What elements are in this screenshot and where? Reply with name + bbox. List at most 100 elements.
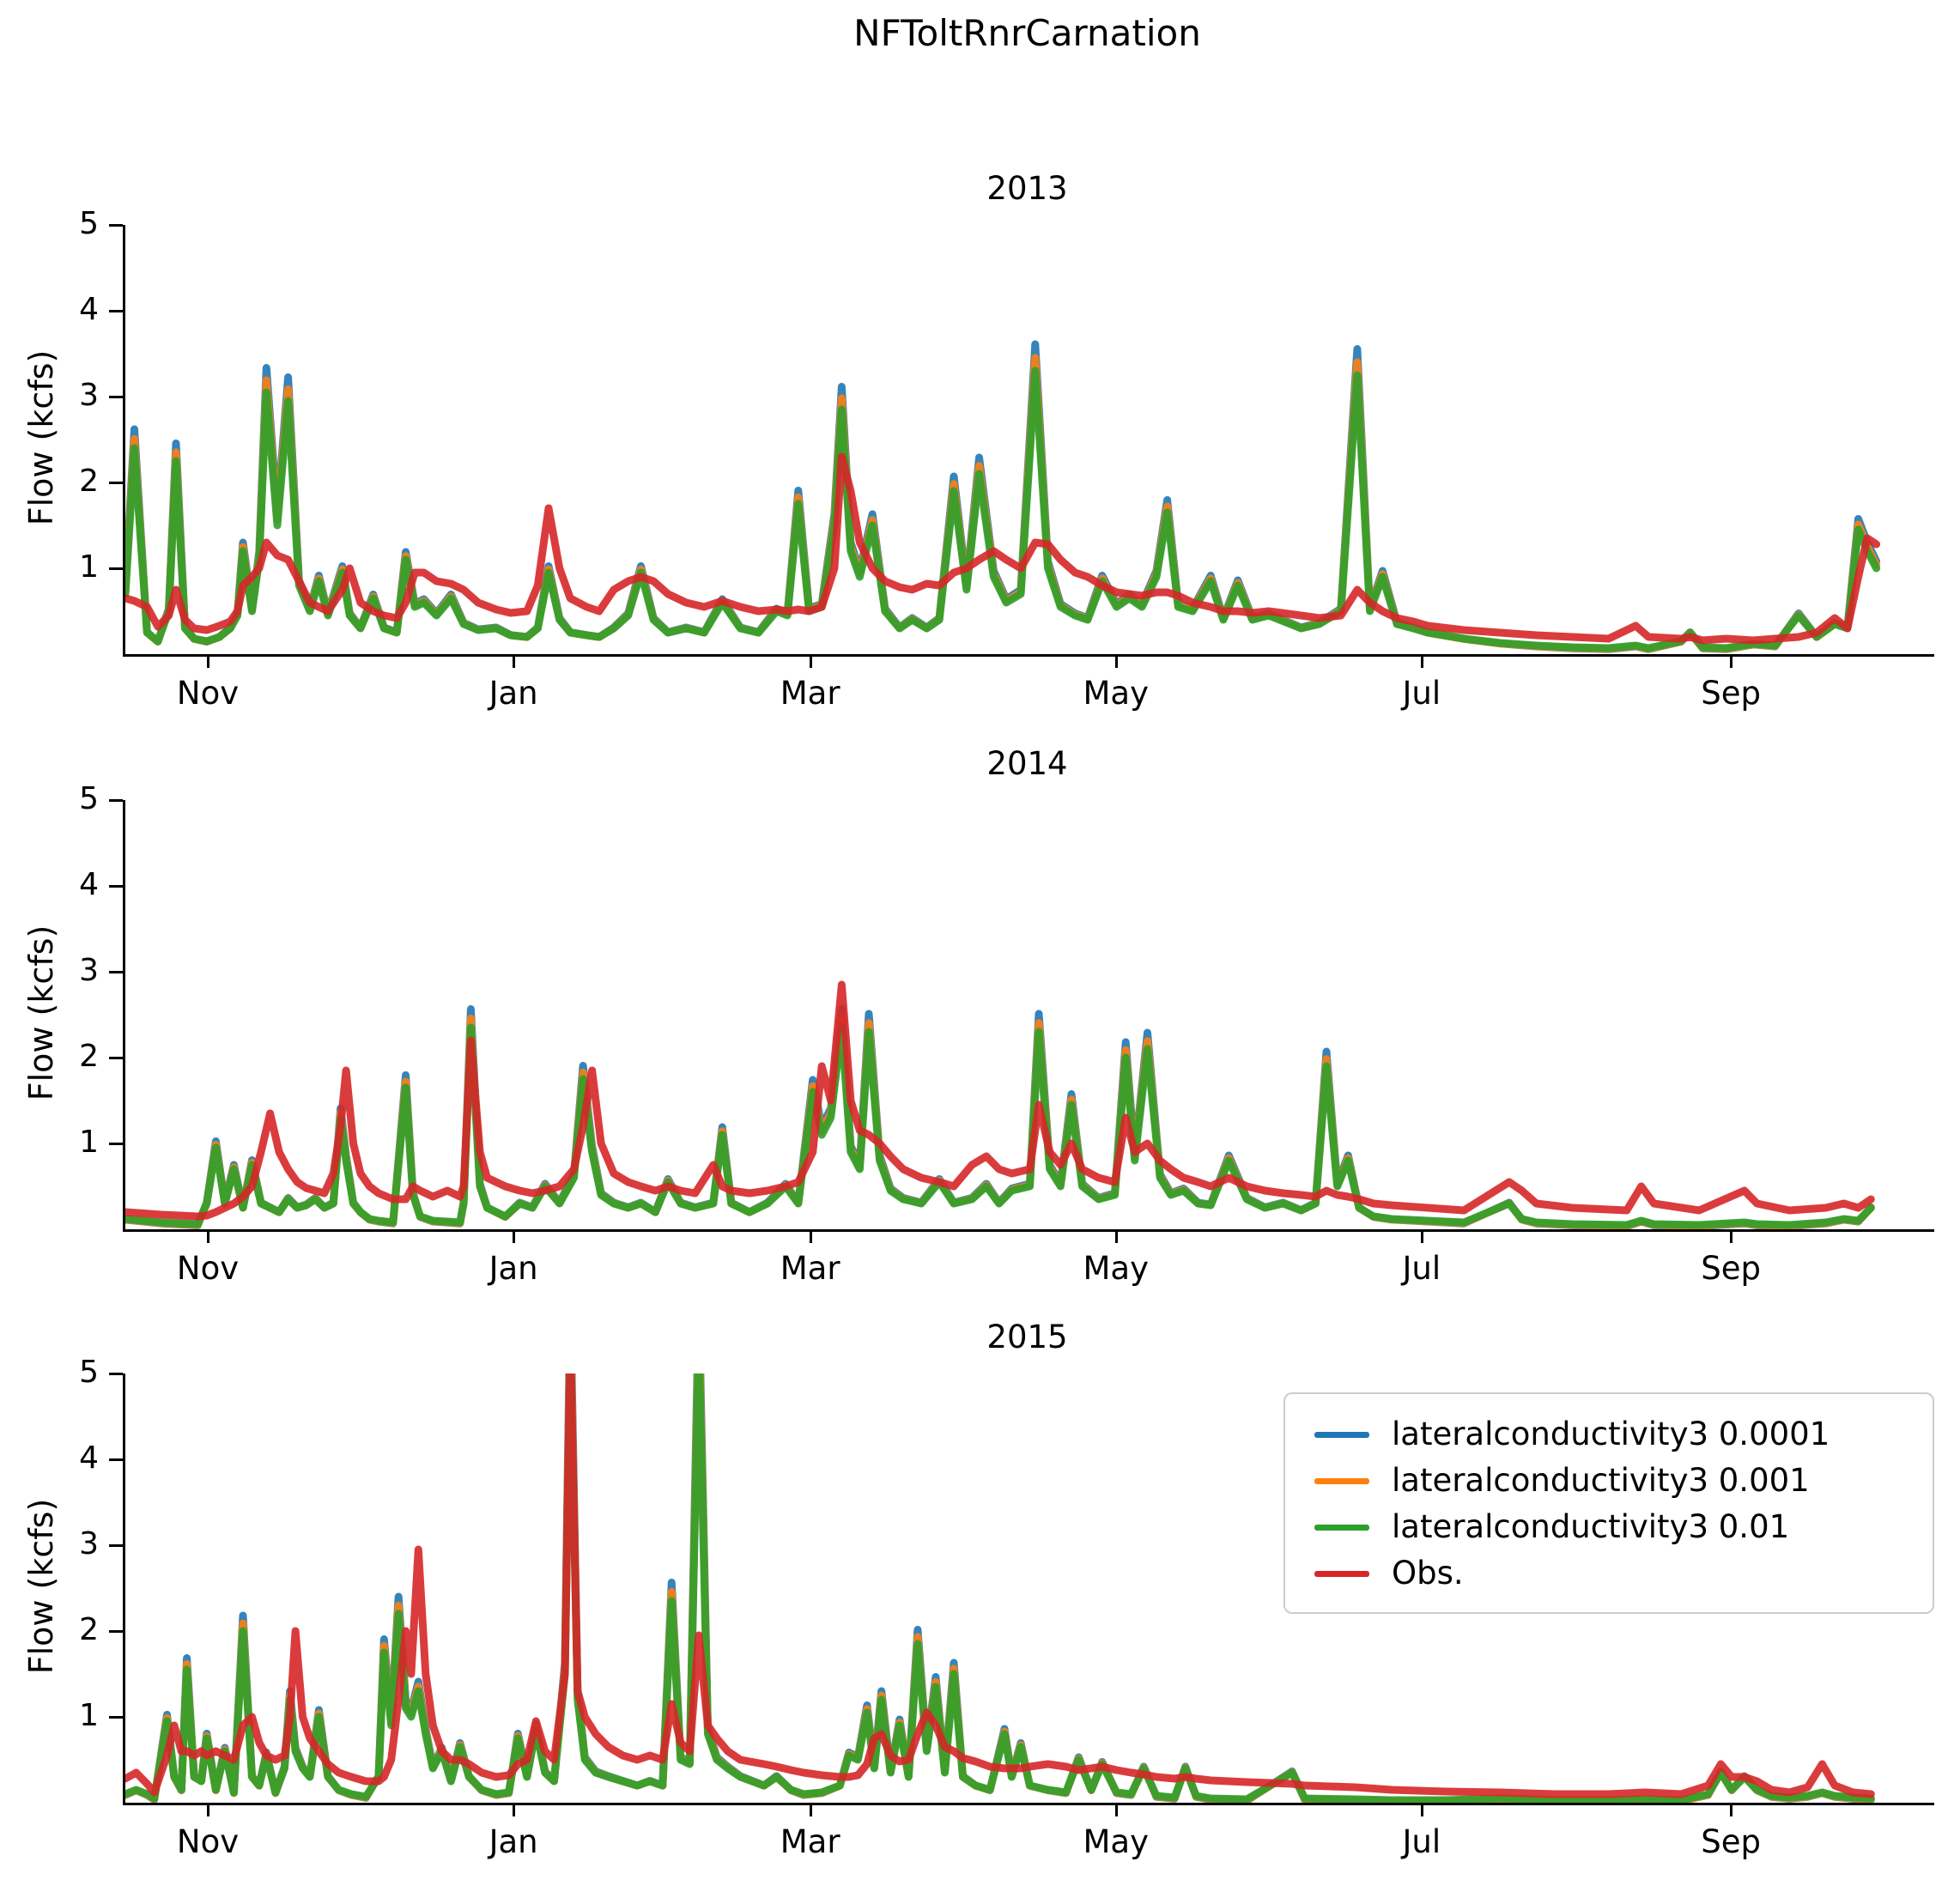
legend-line-swatch [1314, 1477, 1369, 1484]
xtick-label-Jul: Jul [1402, 1823, 1441, 1860]
xtick-label-May: May [1083, 675, 1149, 712]
ytick-label-4: 4 [79, 292, 99, 327]
legend-label: lateralconductivity3 0.0001 [1392, 1416, 1830, 1452]
ytick-mark-1 [109, 567, 123, 570]
series-line-Obs- [125, 1373, 1875, 1798]
ytick-label-5: 5 [79, 781, 99, 816]
ytick-mark-5 [109, 1373, 123, 1375]
subplot-title-2014: 2014 [986, 745, 1068, 782]
series-line-lateralconductivity3-0-01 [125, 1023, 1875, 1229]
xtick-mark-Nov [207, 654, 210, 668]
xtick-mark-Jul [1420, 654, 1423, 668]
ytick-mark-2 [109, 1057, 123, 1059]
ytick-label-1: 1 [79, 549, 99, 585]
ytick-label-2: 2 [79, 1039, 99, 1074]
y-axis-label: Flow (kcfs) [22, 1498, 60, 1675]
series-line-Obs- [125, 452, 1881, 645]
xtick-label-Jul: Jul [1402, 1250, 1441, 1287]
xtick-mark-Mar [809, 1229, 812, 1243]
xtick-mark-Sep [1730, 1229, 1733, 1243]
ytick-label-2: 2 [79, 464, 99, 499]
ytick-mark-3 [109, 396, 123, 398]
ytick-mark-3 [109, 1544, 123, 1547]
legend-item-4: Obs. [1314, 1550, 1933, 1597]
ytick-label-3: 3 [79, 1526, 99, 1561]
ytick-mark-4 [109, 1458, 123, 1461]
xtick-mark-Mar [809, 1803, 812, 1816]
ytick-label-2: 2 [79, 1612, 99, 1647]
xtick-label-Mar: Mar [780, 1250, 840, 1287]
legend-label: Obs. [1392, 1555, 1464, 1592]
ytick-label-5: 5 [79, 1355, 99, 1390]
axes-2014 [123, 800, 1934, 1232]
ytick-label-5: 5 [79, 206, 99, 241]
ytick-label-1: 1 [79, 1698, 99, 1733]
subplot-title-2013: 2013 [986, 170, 1068, 207]
series-line-Obs- [125, 980, 1875, 1221]
legend-item-2: lateralconductivity3 0.001 [1314, 1458, 1933, 1504]
figure-title: NFToltRnrCarnation [853, 12, 1201, 54]
xtick-label-May: May [1083, 1823, 1149, 1860]
xtick-mark-May [1114, 1229, 1118, 1243]
legend-line-swatch [1314, 1570, 1369, 1577]
xtick-mark-May [1114, 654, 1118, 668]
plot-area-2014 [125, 980, 1875, 1229]
ytick-mark-2 [109, 482, 123, 484]
xtick-mark-Jan [513, 654, 516, 668]
xtick-mark-Nov [207, 1803, 210, 1816]
xtick-mark-Nov [207, 1229, 210, 1243]
xtick-mark-Mar [809, 654, 812, 668]
series-line-lateralconductivity3-0-001 [125, 354, 1881, 653]
xtick-label-Sep: Sep [1701, 675, 1761, 712]
xtick-label-Mar: Mar [780, 1823, 840, 1860]
xtick-label-Nov: Nov [176, 1823, 240, 1860]
xtick-mark-May [1114, 1803, 1118, 1816]
ytick-mark-3 [109, 971, 123, 973]
xtick-label-Sep: Sep [1701, 1823, 1761, 1860]
ytick-label-4: 4 [79, 1440, 99, 1476]
xtick-label-Mar: Mar [780, 675, 840, 712]
ytick-mark-1 [109, 1716, 123, 1719]
plot-area-2015 [125, 1373, 1875, 1803]
ytick-mark-5 [109, 224, 123, 227]
xtick-label-Jan: Jan [488, 1250, 538, 1287]
xtick-mark-Jul [1420, 1229, 1423, 1243]
legend-item-1: lateralconductivity3 0.0001 [1314, 1411, 1933, 1458]
ytick-label-3: 3 [79, 953, 99, 988]
xtick-mark-Jan [513, 1803, 516, 1816]
y-axis-label: Flow (kcfs) [22, 349, 60, 526]
legend-line-swatch [1314, 1431, 1369, 1438]
ytick-label-4: 4 [79, 867, 99, 902]
ytick-mark-2 [109, 1630, 123, 1633]
plot-area-2013 [125, 340, 1881, 653]
ytick-mark-1 [109, 1143, 123, 1145]
legend-line-swatch [1314, 1524, 1369, 1531]
ytick-mark-4 [109, 310, 123, 312]
xtick-mark-Sep [1730, 1803, 1733, 1816]
series-line-lateralconductivity3-0-0001 [125, 340, 1881, 653]
xtick-label-May: May [1083, 1250, 1149, 1287]
legend-item-3: lateralconductivity3 0.01 [1314, 1504, 1933, 1550]
ytick-mark-4 [109, 885, 123, 888]
ytick-label-3: 3 [79, 378, 99, 413]
ytick-mark-5 [109, 799, 123, 802]
ytick-label-1: 1 [79, 1125, 99, 1160]
series-line-lateralconductivity3-0-01 [125, 367, 1881, 652]
axes-2013 [123, 225, 1934, 657]
y-axis-label: Flow (kcfs) [22, 925, 60, 1101]
xtick-mark-Jul [1420, 1803, 1423, 1816]
xtick-label-Jan: Jan [488, 675, 538, 712]
legend: lateralconductivity3 0.0001 lateralconduc… [1283, 1392, 1934, 1614]
xtick-mark-Sep [1730, 654, 1733, 668]
legend-label: lateralconductivity3 0.01 [1392, 1508, 1790, 1545]
xtick-label-Jul: Jul [1402, 675, 1441, 712]
xtick-label-Sep: Sep [1701, 1250, 1761, 1287]
legend-label: lateralconductivity3 0.001 [1392, 1462, 1810, 1499]
xtick-label-Nov: Nov [176, 1250, 240, 1287]
xtick-label-Jan: Jan [488, 1823, 538, 1860]
axes-2015 [123, 1373, 1934, 1805]
xtick-mark-Jan [513, 1229, 516, 1243]
subplot-title-2015: 2015 [986, 1319, 1068, 1355]
xtick-label-Nov: Nov [176, 675, 240, 712]
